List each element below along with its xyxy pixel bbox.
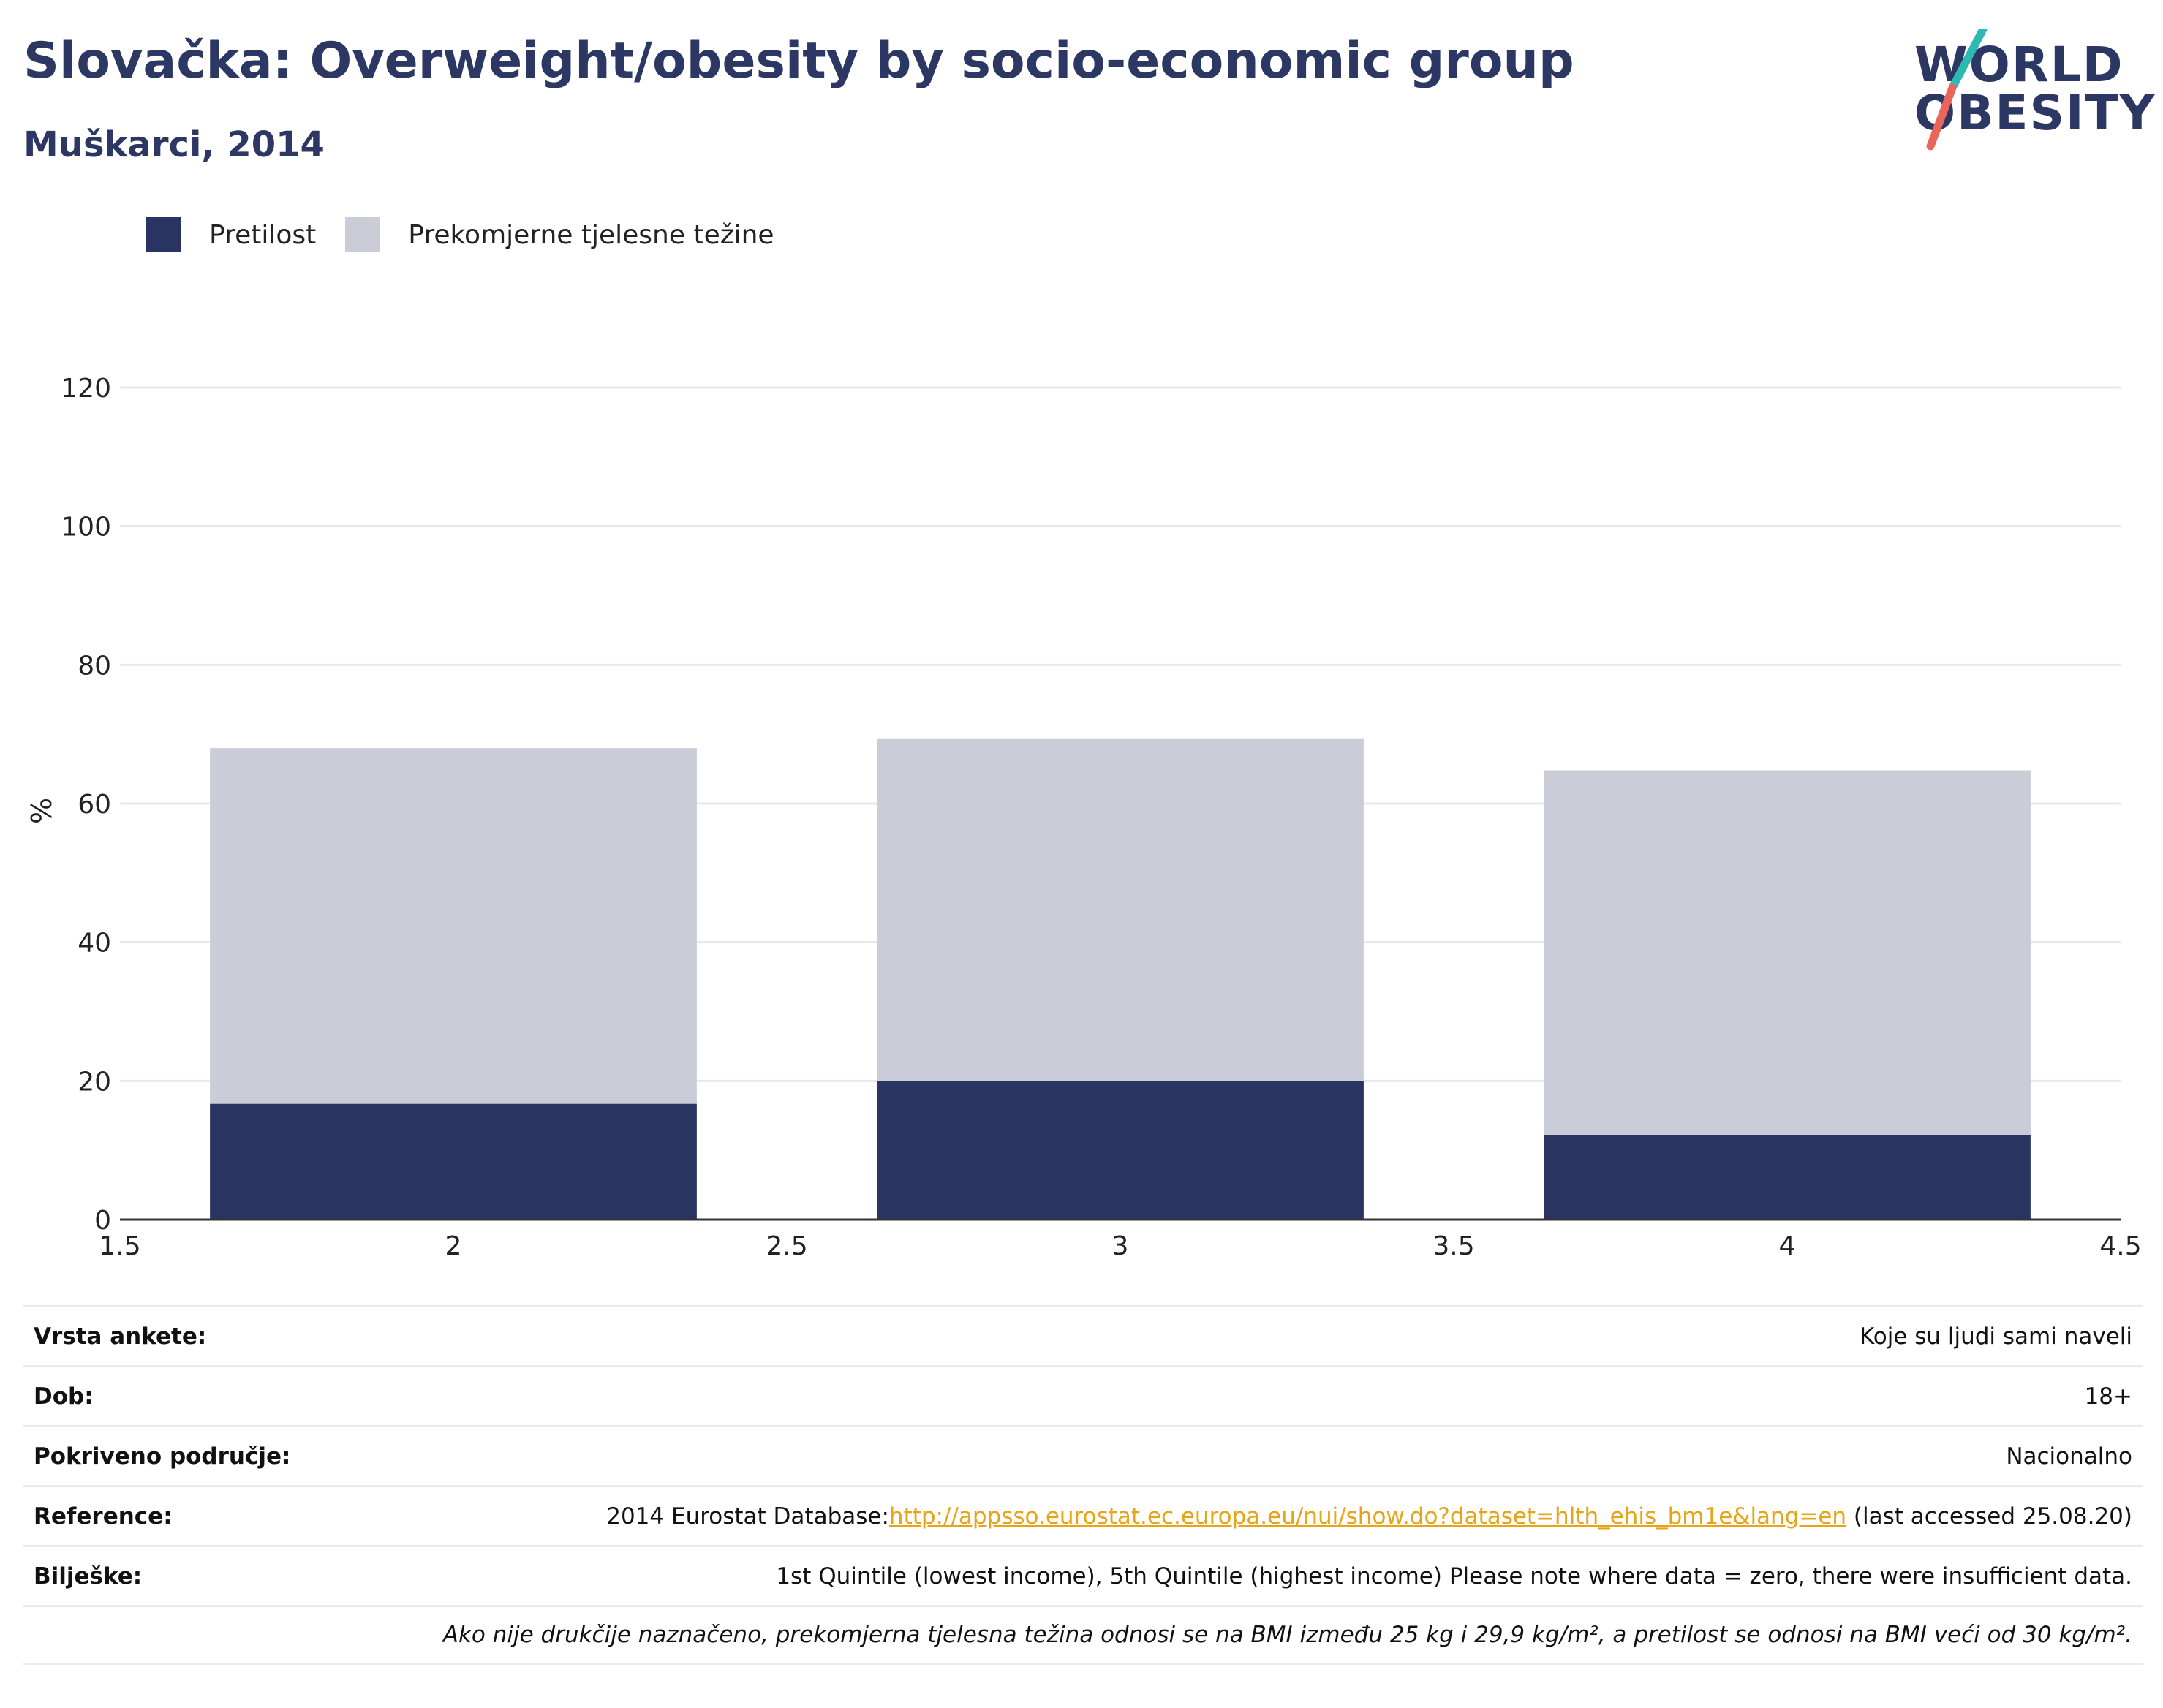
info-row-reference: Reference: 2014 Eurostat Database:http:/… [23,1485,2143,1545]
info-row-footnote: Ako nije drukčije naznačeno, prekomjerna… [23,1605,2143,1665]
info-row-notes: Bilješke: 1st Quintile (lowest income), … [23,1545,2143,1605]
legend-label-overweight: Prekomjerne tjelesne težine [408,219,774,250]
reference-link[interactable]: http://appsso.eurostat.ec.europa.eu/nui/… [888,1503,1847,1530]
legend-label-obesity: Pretilost [209,219,317,250]
bar-overweight [210,748,697,1104]
info-label: Dob: [34,1383,94,1410]
info-value: Koje su ljudi sami naveli [1859,1323,2132,1350]
footnote: Ako nije drukčije naznačeno, prekomjerna… [442,1622,2132,1648]
info-label: Reference: [34,1503,173,1530]
chart-title: Slovačka: Overweight/obesity by socio-ec… [23,32,1574,90]
logo-line2: OBESITY [1914,85,2156,141]
reference-prefix: 2014 Eurostat Database: [606,1503,889,1530]
y-tick-label: 0 [94,1206,111,1236]
legend-item-overweight[interactable]: Prekomjerne tjelesne težine [345,217,774,252]
y-tick-label: 20 [78,1067,111,1097]
x-tick-label: 1.5 [99,1231,140,1261]
world-obesity-logo: WORLD OBESITY [1901,29,2154,154]
legend-swatch-obesity [146,217,181,252]
reference-suffix: (last accessed 25.08.20) [1846,1503,2132,1530]
bar-chart: 0 20 40 60 80 100 120 1.5 2 2.5 3 3.5 4 4.5% [26,374,2142,1261]
x-tick-label: 4.5 [2099,1231,2141,1261]
chart-subtitle: Muškarci, 2014 [23,124,325,165]
y-tick-label: 80 [78,651,111,681]
info-table: Vrsta ankete: Koje su ljudi sami naveli … [23,1305,2143,1665]
x-tick-label: 4 [1779,1231,1796,1261]
logo-line1: WORLD [1914,37,2124,93]
info-row-coverage: Pokriveno područje: Nacionalno [23,1425,2143,1485]
y-tick-label: 120 [61,374,111,404]
bar-overweight [877,738,1364,1081]
y-axis-label: % [26,798,58,824]
info-label: Bilješke: [34,1562,143,1590]
info-row-survey-type: Vrsta ankete: Koje su ljudi sami naveli [23,1305,2143,1365]
bar-obesity [210,1103,697,1220]
x-tick-label: 3.5 [1432,1231,1474,1261]
info-value: 2014 Eurostat Database:http://appsso.eur… [606,1503,2132,1530]
bar-overweight [1544,770,2031,1135]
logo-slash-icon [1926,29,1988,151]
info-row-age: Dob: 18+ [23,1365,2143,1425]
x-tick-label: 2.5 [766,1231,807,1261]
info-value: 1st Quintile (lowest income), 5th Quinti… [776,1562,2132,1590]
x-tick-label: 2 [445,1231,462,1261]
legend: Pretilost Prekomjerne tjelesne težine [146,216,804,254]
legend-item-obesity[interactable]: Pretilost [146,217,316,252]
bar-obesity [877,1081,1364,1220]
info-label: Vrsta ankete: [34,1323,207,1350]
legend-swatch-overweight [345,217,381,252]
info-value: 18+ [2084,1383,2132,1410]
y-tick-label: 40 [78,929,111,959]
y-tick-label: 100 [61,513,111,543]
info-value: Nacionalno [2006,1443,2132,1470]
bar-obesity [1544,1135,2031,1220]
y-tick-label: 60 [78,790,111,820]
info-label: Pokriveno područje: [34,1443,291,1470]
x-tick-label: 3 [1112,1231,1129,1261]
